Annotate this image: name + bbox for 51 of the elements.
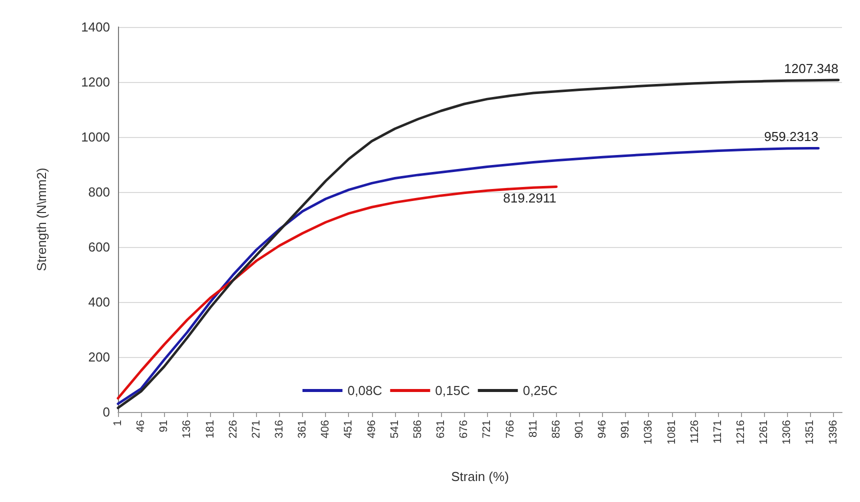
data-label: 819.2911 xyxy=(503,190,556,206)
y-axis-title: Strength (N\mm2) xyxy=(34,168,49,272)
x-tick-label: 901 xyxy=(573,420,586,438)
x-tick-label: 316 xyxy=(274,420,286,438)
x-tick-label: 1216 xyxy=(734,420,747,444)
line-series xyxy=(116,78,840,410)
x-tick-label: 721 xyxy=(481,420,494,438)
x-tick-label: 496 xyxy=(366,420,378,438)
x-tick-label: 991 xyxy=(620,420,632,438)
x-tick-label: 766 xyxy=(504,420,516,438)
y-tick-label: 1400 xyxy=(81,20,110,34)
x-tick-label: 136 xyxy=(181,420,194,438)
x-tick-label: 541 xyxy=(388,420,401,438)
x-tick-label: 1036 xyxy=(642,420,655,444)
x-tick-label: 946 xyxy=(596,420,609,438)
x-tick-label: 1 xyxy=(112,420,124,426)
x-tick-label: 586 xyxy=(412,420,424,438)
x-tick-label: 1396 xyxy=(827,420,840,444)
x-tick-label: 46 xyxy=(135,420,148,432)
y-tick-label: 0 xyxy=(102,404,110,420)
x-tick-label: 811 xyxy=(527,420,540,438)
x-tick-label: 1126 xyxy=(688,420,701,444)
x-axis-title: Strain (%) xyxy=(451,469,509,484)
x-tick-label: 856 xyxy=(550,420,562,438)
x-tick-label: 1081 xyxy=(666,420,678,444)
x-tick-label: 1306 xyxy=(781,420,794,444)
y-tick-label: 200 xyxy=(88,350,110,364)
x-tick-label: 91 xyxy=(158,420,170,432)
y-tick-label: 800 xyxy=(88,184,110,200)
y-tick-label: 600 xyxy=(88,240,110,254)
x-tick-label: 631 xyxy=(435,420,448,438)
x-tick-label: 226 xyxy=(227,420,240,438)
data-label: 959.2313 xyxy=(764,129,818,144)
x-tick-label: 181 xyxy=(204,420,216,438)
x-tick-label: 406 xyxy=(320,420,332,438)
legend-label: 0,15C xyxy=(435,383,470,398)
x-tick-label: 361 xyxy=(296,420,309,438)
legend-label: 0,08C xyxy=(347,383,382,398)
x-tick-label: 1351 xyxy=(804,420,816,444)
line-series xyxy=(116,146,820,405)
y-tick-label: 1000 xyxy=(81,130,110,144)
x-tick-label: 271 xyxy=(250,420,262,438)
legend-label: 0,25C xyxy=(522,383,558,398)
line-series xyxy=(116,185,558,400)
x-tick-label: 1171 xyxy=(712,420,724,444)
x-tick-label: 451 xyxy=(342,420,355,438)
x-tick-label: 676 xyxy=(458,420,470,438)
y-tick-label: 1200 xyxy=(81,74,110,90)
data-label: 1207.348 xyxy=(784,60,838,76)
y-tick-label: 400 xyxy=(88,294,110,310)
x-tick-label: 1261 xyxy=(758,420,770,444)
